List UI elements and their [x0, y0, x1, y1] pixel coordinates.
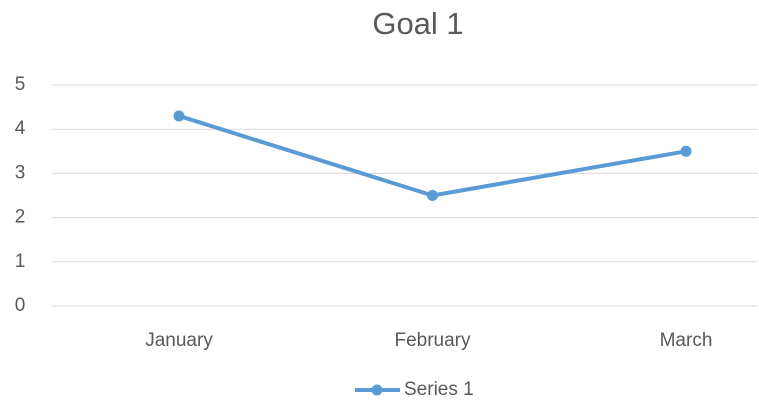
- y-tick-label: 1: [15, 251, 26, 272]
- y-tick-label: 3: [15, 162, 26, 183]
- x-tick-label: February: [394, 330, 471, 351]
- y-tick-label: 2: [15, 207, 26, 228]
- data-point: [680, 145, 692, 157]
- chart-title: Goal 1: [372, 6, 463, 41]
- x-tick-label: March: [660, 330, 713, 351]
- y-tick-label: 4: [15, 118, 26, 139]
- data-point: [427, 190, 438, 201]
- legend-label: Series 1: [404, 379, 474, 400]
- x-tick-label: January: [145, 330, 213, 351]
- series-line: [178, 114, 687, 198]
- y-tick-label: 0: [15, 295, 26, 316]
- legend-marker: [371, 384, 383, 396]
- data-point: [173, 110, 185, 122]
- y-tick-label: 5: [15, 74, 26, 95]
